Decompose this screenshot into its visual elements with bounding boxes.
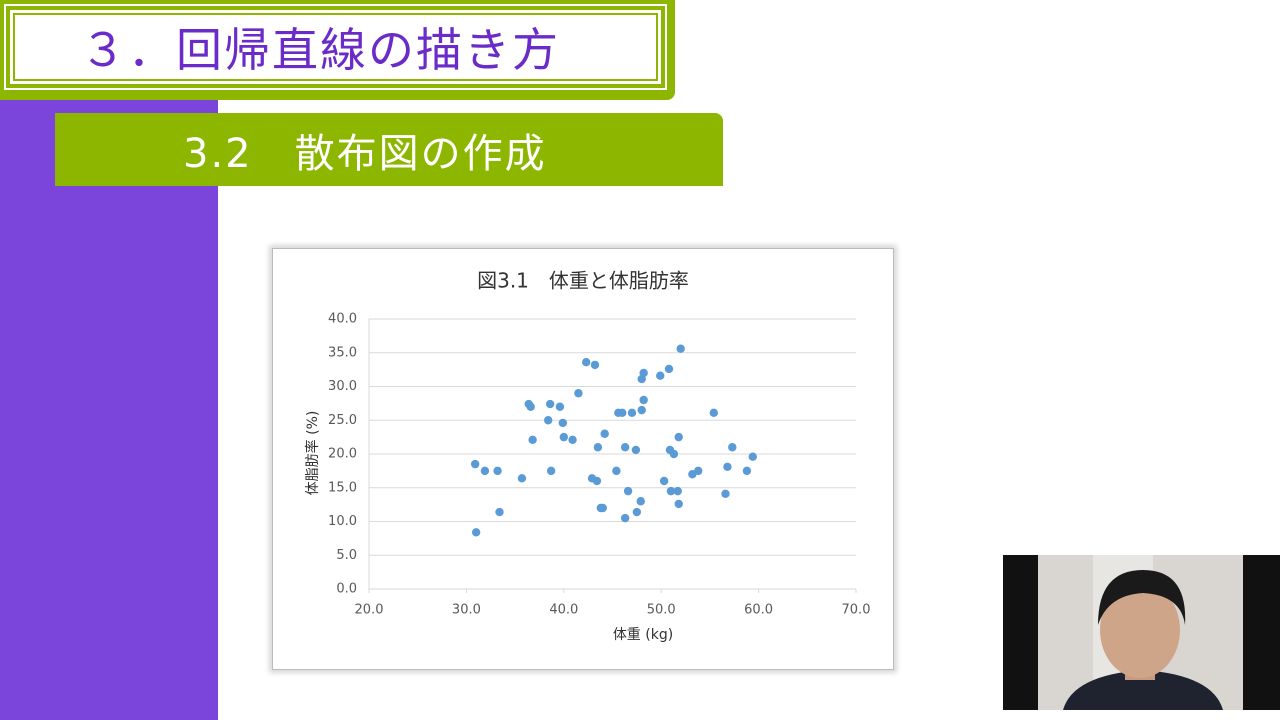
point xyxy=(620,513,630,523)
point xyxy=(574,389,583,398)
x-axis-label: 体重 (kg) xyxy=(613,627,673,643)
y-tick-label: 20.0 xyxy=(328,447,357,462)
webcam xyxy=(1003,555,1280,710)
point xyxy=(493,466,502,476)
point xyxy=(673,486,682,496)
x-tick-label: 50.0 xyxy=(647,603,676,618)
y-tick-label: 40.0 xyxy=(328,312,357,327)
point xyxy=(627,408,637,418)
point xyxy=(676,344,685,353)
slide-title: ３．回帰直線の描き方 xyxy=(4,4,667,90)
slide-subtitle: 3.2 散布図の作成 xyxy=(55,113,723,186)
point xyxy=(600,429,609,438)
chart: 図3.1 体重と体脂肪率 体重 (kg) 体脂肪率 (%) 0.0 5.0 10.0… xyxy=(304,269,871,644)
y-tick-label: 5.0 xyxy=(336,548,357,563)
point xyxy=(748,452,757,461)
point xyxy=(590,360,600,370)
point xyxy=(709,408,718,418)
y-tick-label: 15.0 xyxy=(328,480,357,495)
point xyxy=(636,497,645,506)
point xyxy=(618,408,627,418)
point xyxy=(723,462,732,472)
point xyxy=(637,405,646,415)
title-frame: ３．回帰直線の描き方 xyxy=(0,0,675,100)
point xyxy=(669,449,679,459)
x-tick-label: 60.0 xyxy=(744,603,773,618)
point xyxy=(559,432,568,442)
point xyxy=(598,503,607,513)
point xyxy=(517,474,527,483)
y-axis-label: 体脂肪率 (%) xyxy=(304,411,321,496)
point xyxy=(632,507,642,517)
point xyxy=(582,358,591,367)
y-tick-label: 35.0 xyxy=(328,345,357,360)
point xyxy=(558,418,568,428)
point xyxy=(664,364,674,374)
chart-title: 図3.1 体重と体脂肪率 xyxy=(477,269,689,293)
point xyxy=(674,432,683,442)
y-tick-label: 10.0 xyxy=(328,514,357,529)
point xyxy=(592,476,602,486)
point xyxy=(742,466,752,476)
y-tick-label: 0.0 xyxy=(336,582,357,597)
point xyxy=(568,435,577,445)
point xyxy=(623,486,633,496)
point xyxy=(721,489,730,499)
point xyxy=(528,435,537,445)
point xyxy=(631,445,641,455)
x-tick-label: 40.0 xyxy=(549,603,578,618)
point xyxy=(656,371,665,380)
point xyxy=(526,402,535,411)
point xyxy=(694,466,703,476)
point xyxy=(612,466,621,476)
x-tick-label: 30.0 xyxy=(452,603,481,618)
webcam-image xyxy=(1038,555,1243,710)
point xyxy=(471,528,481,537)
point xyxy=(620,443,630,452)
point xyxy=(555,402,565,411)
y-tick-label: 25.0 xyxy=(328,413,357,428)
point xyxy=(674,499,683,509)
point xyxy=(495,507,504,517)
point xyxy=(546,466,556,476)
y-tick-label: 30.0 xyxy=(328,379,357,394)
point xyxy=(659,476,669,486)
point xyxy=(728,443,737,452)
point xyxy=(470,459,480,469)
point xyxy=(544,416,553,425)
x-tick-label: 70.0 xyxy=(842,603,871,618)
point xyxy=(545,399,555,409)
x-tick-label: 20.0 xyxy=(355,603,384,618)
side-band xyxy=(0,100,218,720)
point xyxy=(639,368,648,378)
chart-frame: 図3.1 体重と体脂肪率 体重 (kg) 体脂肪率 (%) 0.0 5.0 10.0… xyxy=(272,248,894,670)
point xyxy=(639,395,648,405)
point xyxy=(593,443,603,452)
point xyxy=(480,466,490,476)
point xyxy=(666,486,676,496)
